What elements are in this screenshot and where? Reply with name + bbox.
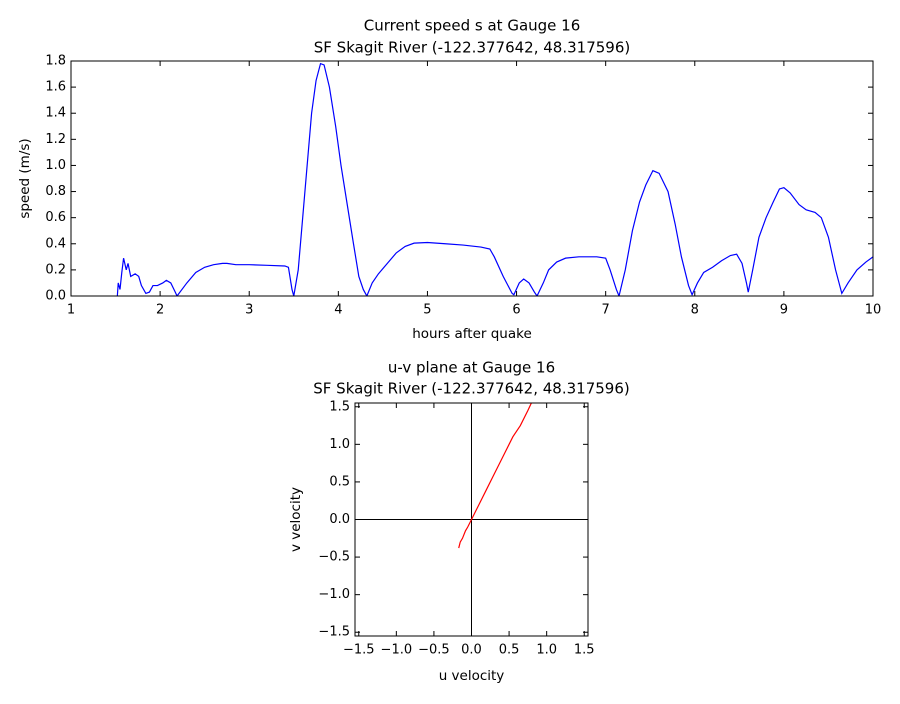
chart-subtitle: SF Skagit River (-122.377642, 48.317596) bbox=[313, 380, 629, 398]
y-tick-label: 0.0 bbox=[329, 512, 350, 527]
y-tick-label: 1.2 bbox=[45, 132, 66, 147]
x-tick-label: 1.0 bbox=[536, 643, 557, 658]
y-tick-label: 0.5 bbox=[329, 474, 350, 489]
chart-subtitle: SF Skagit River (-122.377642, 48.317596) bbox=[314, 39, 630, 57]
y-tick-label: 0.2 bbox=[45, 262, 66, 277]
y-tick-label: 0.4 bbox=[45, 236, 66, 251]
x-axis-label: hours after quake bbox=[412, 326, 532, 342]
x-tick-label: −1.5 bbox=[343, 643, 375, 658]
x-tick-label: 4 bbox=[334, 303, 342, 318]
plot-area bbox=[355, 403, 588, 636]
data-line bbox=[458, 403, 533, 549]
x-tick-label: 9 bbox=[780, 303, 788, 318]
x-tick-label: 8 bbox=[691, 303, 699, 318]
data-line bbox=[116, 62, 873, 296]
plot-area bbox=[116, 62, 873, 296]
x-tick-label: 2 bbox=[156, 303, 164, 318]
x-tick-label: −1.0 bbox=[381, 643, 413, 658]
y-tick-label: −1.5 bbox=[318, 625, 350, 640]
y-tick-label: 0.8 bbox=[45, 184, 66, 199]
x-tick-label: −0.5 bbox=[418, 643, 450, 658]
y-tick-label: −0.5 bbox=[318, 550, 350, 565]
y-tick-label: 1.5 bbox=[329, 399, 350, 414]
y-tick-label: 1.0 bbox=[45, 158, 66, 173]
axes-frame bbox=[354, 402, 589, 637]
x-tick-label: 10 bbox=[865, 303, 882, 318]
x-axis-label: u velocity bbox=[439, 668, 505, 684]
chart-title: u-v plane at Gauge 16 bbox=[388, 359, 555, 377]
x-tick-label: 5 bbox=[423, 303, 431, 318]
axes-frame bbox=[70, 60, 874, 297]
y-tick-label: 1.6 bbox=[45, 80, 66, 95]
x-tick-label: 3 bbox=[245, 303, 253, 318]
x-tick-label: 1 bbox=[67, 303, 75, 318]
y-tick-label: 0.6 bbox=[45, 210, 66, 225]
y-tick-label: 1.0 bbox=[329, 437, 350, 452]
x-tick-label: 6 bbox=[512, 303, 520, 318]
y-tick-label: −1.0 bbox=[318, 587, 350, 602]
x-tick-label: 0.0 bbox=[461, 643, 482, 658]
y-tick-label: 1.4 bbox=[45, 106, 66, 121]
x-tick-label: 0.5 bbox=[499, 643, 520, 658]
x-tick-label: 1.5 bbox=[574, 643, 595, 658]
x-tick-label: 7 bbox=[602, 303, 610, 318]
y-axis-label: speed (m/s) bbox=[17, 138, 33, 218]
y-tick-label: 1.8 bbox=[45, 54, 66, 69]
y-axis-label: v velocity bbox=[288, 487, 304, 552]
y-tick-label: 0.0 bbox=[45, 289, 66, 304]
chart-title: Current speed s at Gauge 16 bbox=[364, 17, 581, 35]
